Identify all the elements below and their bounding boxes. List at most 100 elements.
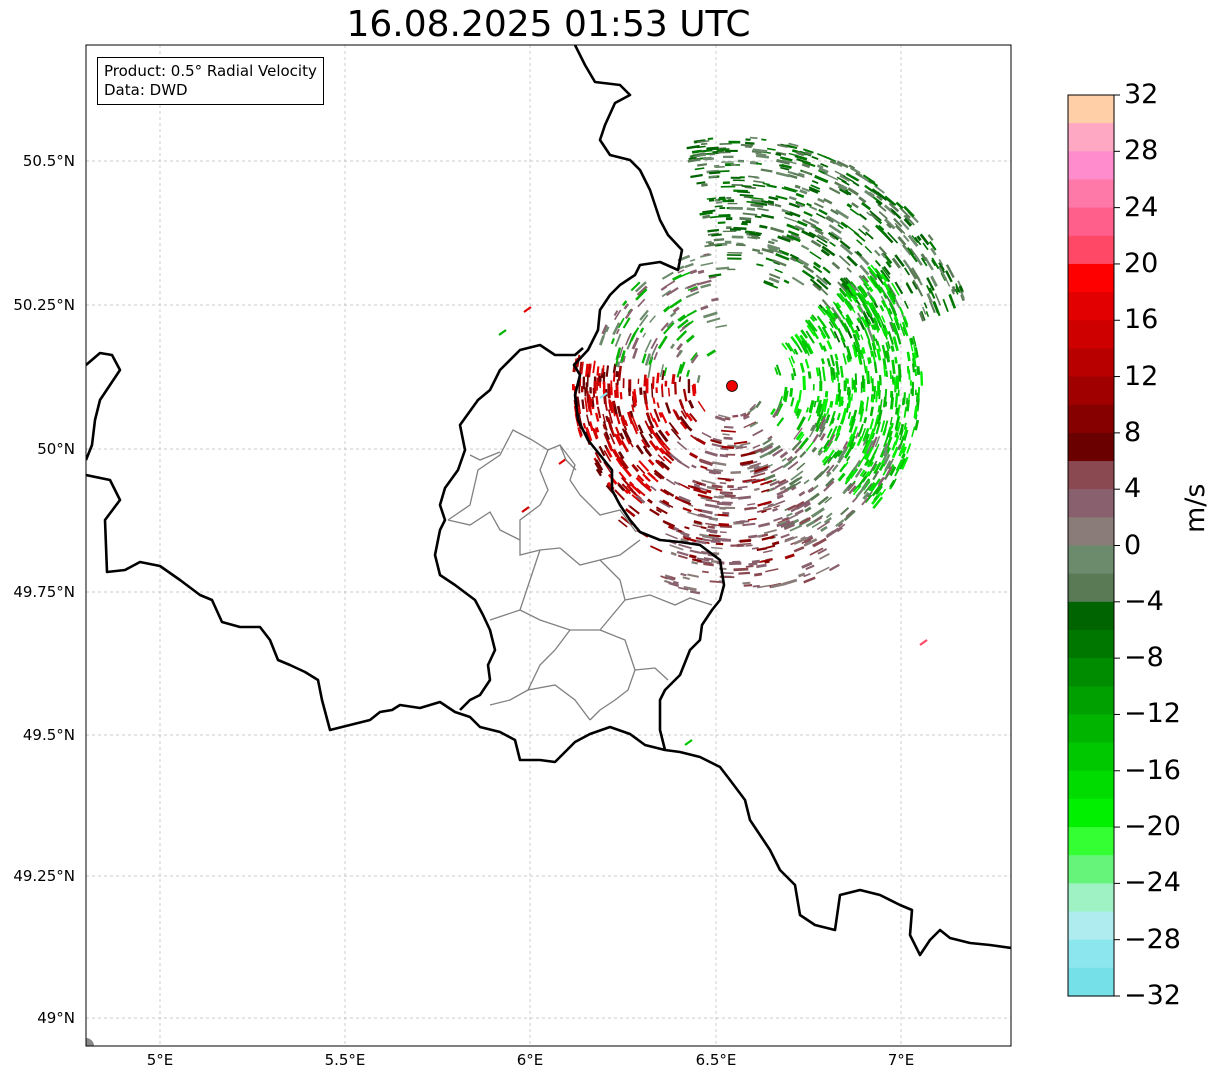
velocity-echo	[663, 322, 675, 335]
velocity-echo	[917, 387, 921, 401]
velocity-echo	[604, 326, 610, 333]
velocity-echo	[894, 254, 905, 268]
velocity-echo	[826, 464, 835, 475]
velocity-echo	[801, 269, 815, 280]
velocity-echo	[603, 449, 612, 462]
velocity-echo	[883, 301, 891, 315]
velocity-echo	[876, 194, 883, 202]
velocity-echo	[790, 397, 795, 407]
velocity-echo	[634, 281, 647, 293]
velocity-echo	[708, 276, 717, 279]
velocity-echo	[685, 290, 700, 299]
velocity-echo	[812, 282, 822, 292]
velocity-echo	[680, 531, 690, 537]
velocity-echo	[897, 444, 902, 451]
velocity-echo	[873, 418, 879, 431]
velocity-echo	[815, 212, 826, 219]
velocity-echo	[647, 458, 655, 466]
velocity-echo	[840, 336, 845, 344]
velocity-echo	[820, 332, 826, 340]
velocity-echo	[809, 424, 815, 432]
velocity-echo	[748, 196, 764, 201]
velocity-echo	[693, 154, 707, 158]
velocity-echo	[869, 406, 874, 417]
velocity-echo	[880, 273, 888, 283]
velocity-echo	[837, 389, 842, 402]
velocity-echo	[877, 224, 885, 232]
velocity-echo	[862, 440, 872, 455]
velocity-echo	[871, 432, 876, 440]
velocity-echo	[677, 554, 688, 560]
velocity-echo	[901, 446, 907, 454]
velocity-echo	[848, 164, 856, 170]
velocity-echo	[682, 388, 688, 402]
velocity-echo	[743, 584, 753, 587]
velocity-echo	[742, 522, 756, 527]
velocity-echo	[749, 403, 757, 411]
velocity-echo	[671, 374, 676, 385]
velocity-echo	[851, 496, 858, 503]
velocity-echo	[721, 429, 736, 433]
velocity-echo	[644, 393, 648, 405]
velocity-echo	[864, 189, 875, 199]
velocity-echo	[839, 418, 845, 425]
velocity-echo	[881, 267, 891, 279]
velocity-echo	[813, 202, 824, 209]
velocity-echo	[828, 316, 839, 331]
velocity-echo	[846, 267, 852, 273]
velocity-echo	[770, 465, 784, 474]
velocity-echo	[752, 148, 768, 153]
velocity-echo	[688, 554, 697, 559]
velocity-echo	[617, 317, 625, 329]
info-box: Product: 0.5° Radial Velocity Data: DWD	[97, 57, 324, 105]
velocity-echo	[585, 427, 593, 442]
velocity-echo	[894, 298, 901, 309]
velocity-echo	[821, 455, 829, 464]
velocity-echo	[760, 168, 773, 173]
velocity-echo	[686, 369, 691, 378]
velocity-echo	[624, 308, 634, 320]
velocity-echo	[836, 412, 841, 421]
velocity-echo	[813, 400, 817, 408]
velocity-echo	[767, 246, 778, 252]
velocity-echo	[858, 354, 863, 365]
velocity-echo	[798, 518, 811, 527]
velocity-echo	[647, 472, 656, 480]
velocity-echo	[498, 329, 507, 336]
velocity-echo	[691, 558, 702, 563]
velocity-echo	[698, 458, 714, 466]
velocity-echo	[844, 448, 851, 458]
velocity-echo	[709, 171, 721, 175]
velocity-echo	[801, 339, 808, 349]
velocity-echo	[745, 141, 755, 145]
velocity-echo	[853, 351, 858, 358]
velocity-echo	[868, 357, 872, 364]
velocity-echo	[687, 511, 700, 517]
velocity-echo	[922, 306, 927, 315]
velocity-echo	[878, 463, 885, 472]
velocity-echo	[765, 544, 776, 549]
velocity-echo	[817, 305, 827, 316]
velocity-echo	[891, 282, 900, 296]
velocity-echo	[789, 256, 797, 262]
velocity-echo	[753, 468, 768, 475]
velocity-echo	[789, 211, 801, 218]
velocity-echo	[753, 466, 762, 471]
velocity-echo	[686, 309, 697, 317]
velocity-echo	[840, 184, 848, 191]
velocity-echoes	[498, 136, 965, 746]
velocity-echo	[586, 414, 591, 427]
velocity-echo	[717, 477, 730, 481]
velocity-echo	[615, 347, 622, 361]
velocity-echo	[744, 506, 754, 511]
velocity-echo	[848, 485, 857, 495]
velocity-echo	[626, 438, 631, 445]
velocity-echo	[802, 218, 817, 228]
velocity-echo	[619, 392, 623, 400]
velocity-echo	[838, 396, 843, 407]
velocity-echo	[653, 408, 661, 423]
velocity-echo	[835, 426, 842, 437]
velocity-echo	[709, 153, 715, 156]
velocity-echo	[822, 345, 827, 352]
velocity-echo	[604, 431, 611, 441]
